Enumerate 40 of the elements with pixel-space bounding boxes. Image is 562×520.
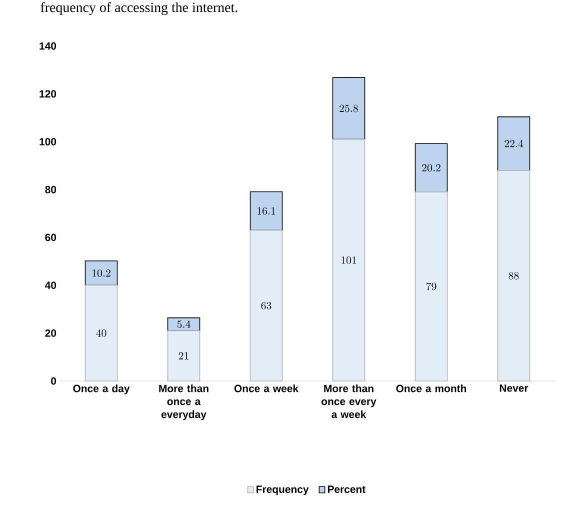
data-label: 21 [178,352,188,360]
bar [332,77,366,140]
legend-label: Frequency [256,486,309,496]
y-tick-label: 80 [45,186,56,194]
x-tick-label: Once a month [396,384,466,392]
data-label: 101 [342,256,356,264]
legend-label: Percent [328,486,366,493]
bar [332,138,366,382]
chart-title: frequency of accessing the internet. [40,2,238,16]
data-label: 63 [261,302,272,310]
bar [84,284,118,382]
y-tick-label: 120 [40,90,56,98]
data-label: 20.2 [422,164,440,172]
bar [250,230,283,382]
data-label: 40 [96,329,106,337]
bar [497,170,530,382]
x-tick-label: More than once a everyday [159,384,208,420]
bar [167,330,200,382]
x-tick-label: Once a day [73,384,130,394]
y-tick-label: 60 [45,234,56,242]
bar [414,143,448,192]
data-label: 79 [426,282,436,290]
x-tick-label: Once a week [234,384,299,392]
data-label: 16. 1 [258,207,276,215]
bar [414,192,448,382]
bar [84,260,118,286]
x-tick-label: Never [500,384,528,392]
y-tick-label: 20 [45,329,56,337]
bar [497,116,530,171]
y-tick-label: 0 [51,377,56,385]
x-tick-label: More than once every a week [322,384,376,418]
data-label: 10.2 [92,269,110,277]
data-label: 22.4 [504,140,524,148]
data-label: 5.4 [177,320,190,328]
y-tick-label: 40 [45,282,56,289]
y-tick-label: 140 [40,42,56,50]
data-label: 25.8 [340,104,358,112]
bar [250,191,283,231]
y-tick-label: 100 [40,138,56,146]
data-label: 88 [508,272,519,280]
